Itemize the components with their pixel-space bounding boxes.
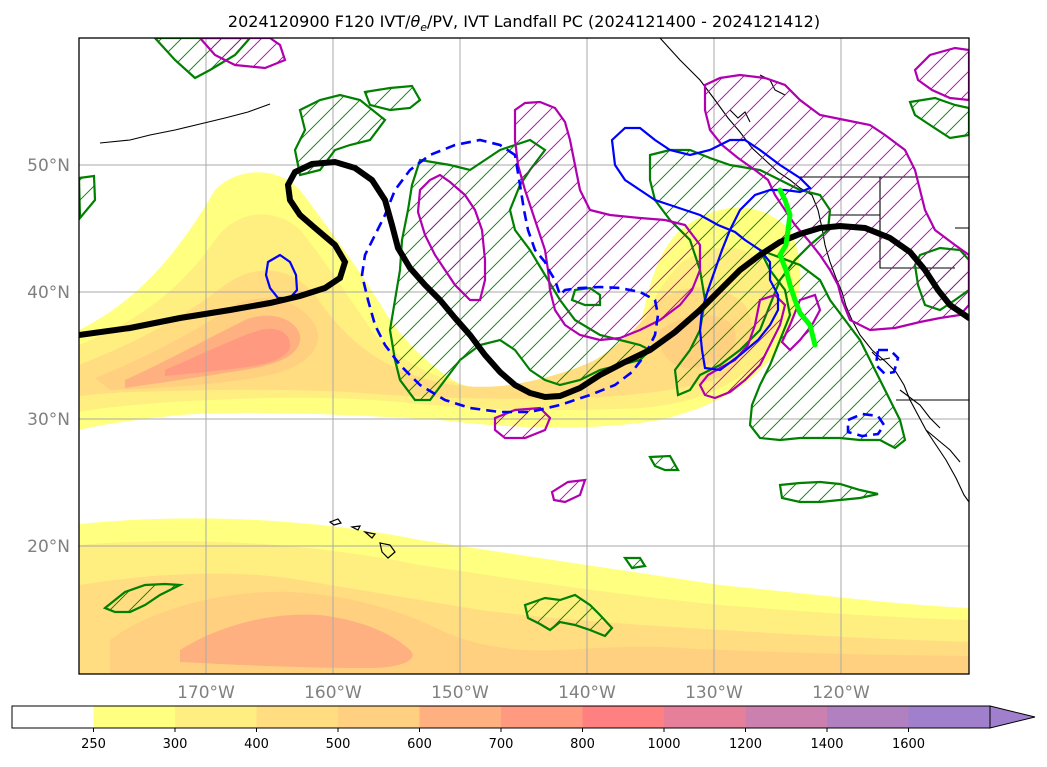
colorbar-tick-label: 1600 [892,737,925,752]
lat-label-40: 40°N [27,283,70,303]
colorbar-segment [12,706,94,728]
lat-label-50: 50°N [27,156,70,176]
lat-label-20: 20°N [27,537,70,557]
lat-label-30: 30°N [27,410,70,430]
colorbar-tick-label: 500 [326,737,351,752]
lon-label-120w: 120°W [812,683,870,703]
chart-title: 2024120900 F120 IVT/θe/PV, IVT Landfall … [228,12,820,34]
lon-label-140w: 140°W [558,683,616,703]
colorbar-extend-arrow [989,705,1036,729]
colorbar-segment [419,706,502,728]
colorbar-tick-label: 800 [570,737,595,752]
colorbar-tick-label: 400 [244,737,269,752]
colorbar-segment [338,706,420,728]
lon-label-160w: 160°W [304,683,362,703]
map-frame [78,37,970,675]
colorbar-tick-label: 600 [407,737,432,752]
colorbar-segment [175,706,257,728]
colorbar-segment [745,706,828,728]
colorbar: 250 300 400 500 600 700 800 1000 1200 1400 1600 [11,705,1036,752]
colorbar-segment [827,706,909,728]
blue-solid-contours [264,126,812,372]
colorbar-segment [256,706,339,728]
longitude-labels: 170°W 160°W 150°W 140°W 130°W 120°W [177,683,870,703]
colorbar-segment [908,706,991,728]
colorbar-tick-label: 1400 [810,737,843,752]
colorbar-segment [501,706,583,728]
lon-label-150w: 150°W [431,683,489,703]
colorbar-tick-label: 1200 [729,737,762,752]
colorbar-tick-label: 700 [489,737,514,752]
colorbar-tick-label: 1000 [647,737,680,752]
hawaii-islands [328,518,396,559]
colorbar-tick-label: 300 [163,737,188,752]
ivt-landfall-line [777,187,818,348]
lon-label-170w: 170°W [177,683,235,703]
colorbar-tick-label: 250 [81,737,106,752]
latitude-labels: 50°N 40°N 30°N 20°N [27,156,70,557]
lon-label-130w: 130°W [685,683,743,703]
colorbar-segment [93,706,176,728]
magenta-hatched-contours [198,38,969,504]
map-panel [79,38,969,674]
colorbar-segment [582,706,665,728]
black-thick-contour [79,158,969,401]
ivt-shading-south [79,518,969,674]
colorbar-segment [664,706,746,728]
